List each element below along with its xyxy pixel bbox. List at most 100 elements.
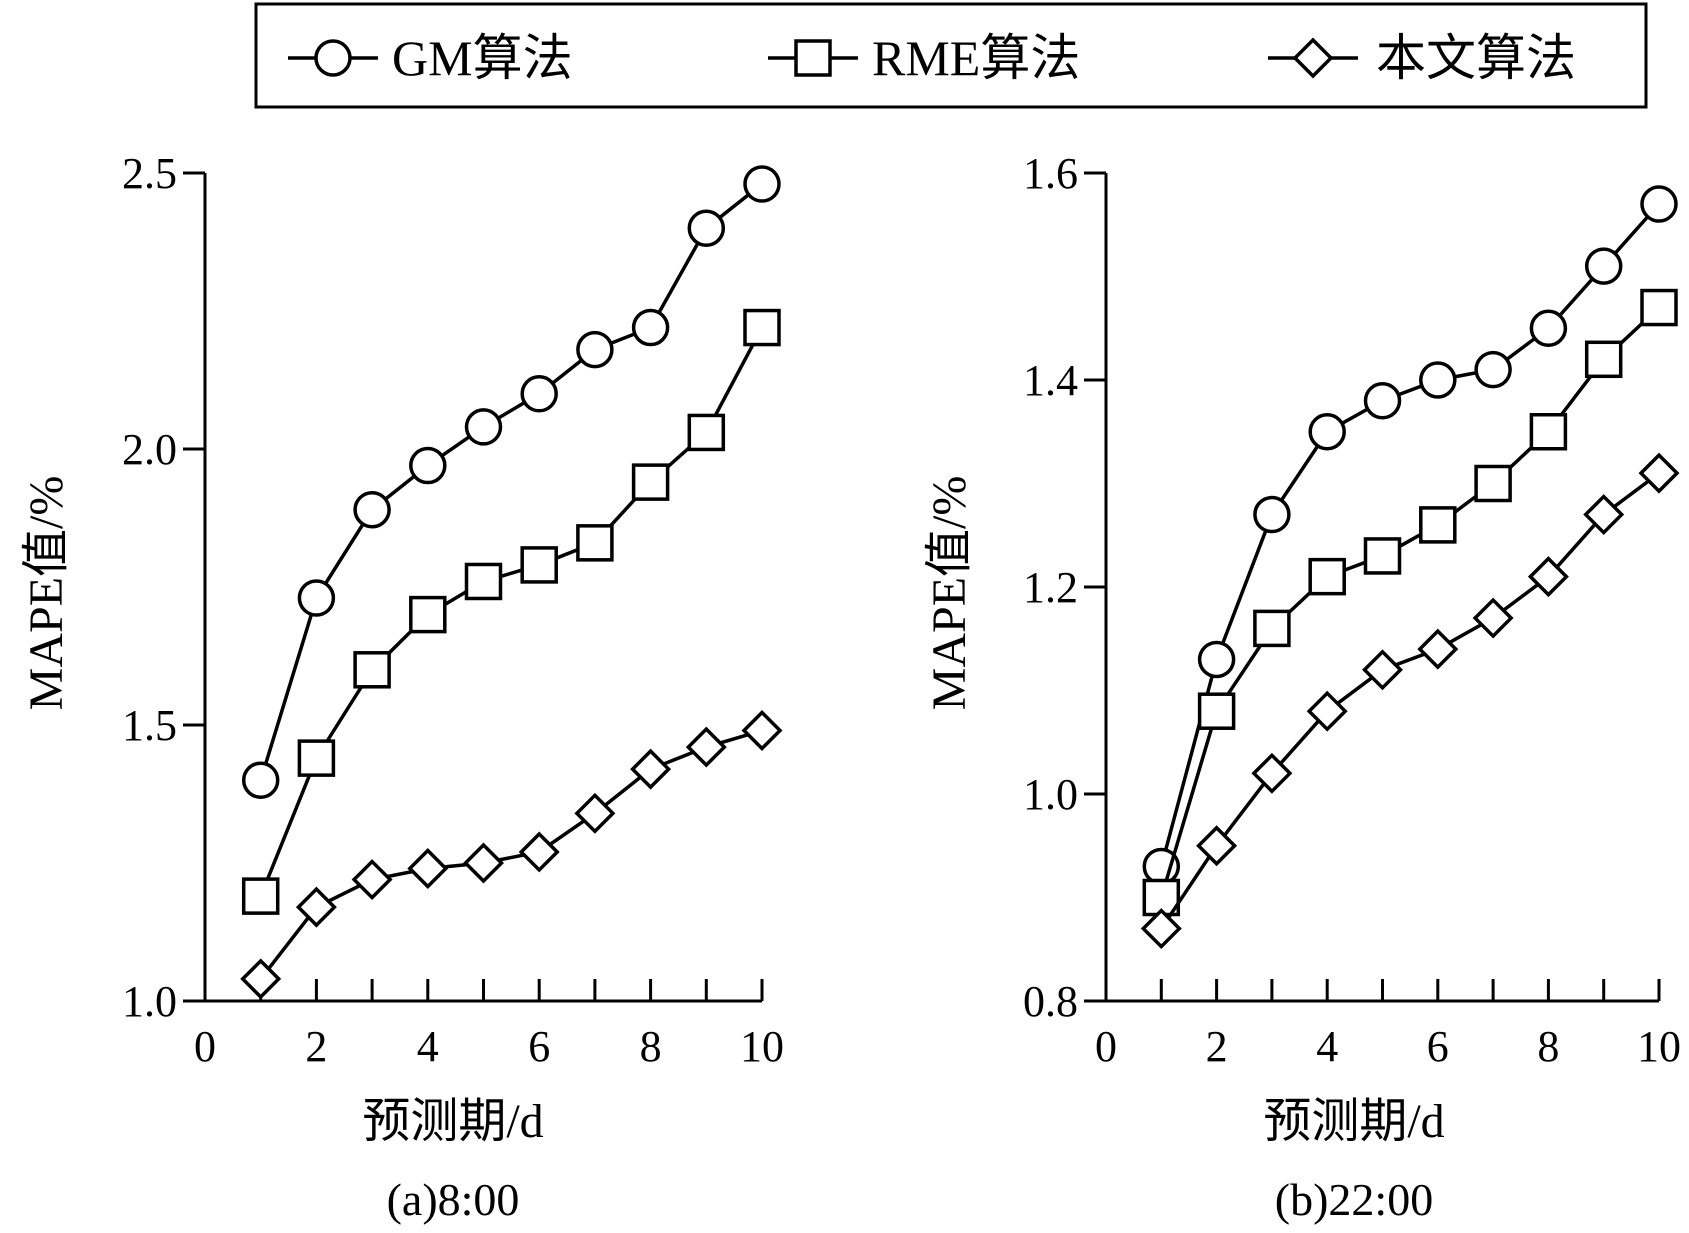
chart-b-data-point bbox=[1197, 640, 1236, 679]
chart-a-xlabel: 预测期/d bbox=[362, 1095, 543, 1148]
chart-a-data-point bbox=[576, 524, 614, 562]
chart-a-series-square bbox=[241, 308, 781, 915]
chart-b-data-point bbox=[1306, 690, 1348, 732]
chart-b-data-point bbox=[1474, 350, 1512, 389]
chart-a-series-circle bbox=[241, 165, 781, 799]
chart-a-y-tick-label: 1.0 bbox=[122, 977, 177, 1026]
chart-a-data-point bbox=[463, 842, 504, 884]
chart-b-data-point bbox=[1640, 288, 1678, 327]
chart-b-x-tick-label: 8 bbox=[1537, 1022, 1559, 1071]
chart-a-data-point bbox=[241, 761, 280, 799]
chart-b-data-point bbox=[1308, 413, 1346, 451]
chart-a-data-point bbox=[743, 308, 781, 347]
legend-frame bbox=[254, 2, 1648, 109]
chart-b-data-point bbox=[1584, 247, 1623, 285]
chart-b-x-tick-label: 4 bbox=[1316, 1022, 1338, 1071]
chart-b-data-point bbox=[1251, 752, 1293, 794]
chart-a-data-point bbox=[576, 330, 614, 369]
chart-a-x-tick-label: 4 bbox=[417, 1022, 439, 1071]
chart-a-data-point bbox=[574, 792, 616, 834]
chart-a-data-point bbox=[409, 595, 447, 634]
chart-b-data-point bbox=[1253, 609, 1291, 648]
chart-a-series-line bbox=[259, 326, 764, 897]
chart-b-data-point bbox=[1308, 557, 1346, 596]
chart-a-data-point bbox=[295, 886, 337, 928]
chart-b-data-point bbox=[1638, 452, 1680, 494]
chart-b-data-point bbox=[1417, 628, 1459, 670]
chart-b-series-square bbox=[1142, 288, 1678, 917]
chart-a-data-point bbox=[297, 739, 336, 777]
chart-a-data-point bbox=[518, 831, 560, 873]
chart-b-data-point bbox=[1363, 537, 1402, 575]
chart-a-x-tick-label: 8 bbox=[640, 1022, 662, 1071]
chart-b-caption: (b)22:00 bbox=[1275, 1174, 1433, 1225]
chart-a-data-point bbox=[409, 446, 447, 485]
chart-a-ylabel: MAPE值/% bbox=[20, 476, 73, 711]
chart-b-y-tick-label: 1.0 bbox=[1023, 770, 1078, 819]
chart-a-data-point bbox=[351, 859, 393, 901]
chart-a-data-point bbox=[464, 562, 503, 601]
chart-a-data-point bbox=[464, 408, 503, 446]
chart-b-data-point bbox=[1419, 361, 1457, 399]
chart-a-x-tick-label: 0 bbox=[194, 1022, 216, 1071]
chart-b-xlabel: 预测期/d bbox=[1263, 1095, 1444, 1148]
legend-label: GM算法 bbox=[392, 30, 573, 86]
chart-a-x-tick-label: 2 bbox=[305, 1022, 327, 1071]
legend-item: RME算法 bbox=[768, 30, 1080, 86]
chart-b-data-point bbox=[1363, 381, 1402, 420]
chart-b-y-tick-label: 1.4 bbox=[1023, 356, 1078, 405]
chart-a-series-diamond bbox=[240, 710, 783, 1000]
chart-a-data-point bbox=[631, 463, 670, 501]
chart-b-data-point bbox=[1584, 340, 1623, 379]
chart-a-data-point bbox=[520, 375, 558, 413]
legend-circle-icon bbox=[314, 39, 352, 77]
chart-a-data-point bbox=[240, 958, 282, 1000]
chart-b-data-point bbox=[1419, 506, 1457, 544]
chart-b-data-point bbox=[1140, 908, 1182, 950]
chart-a-data-point bbox=[241, 877, 280, 915]
chart-b-data-point bbox=[1253, 495, 1291, 534]
chart-b-ylabel: MAPE值/% bbox=[923, 476, 976, 711]
chart-b-data-point bbox=[1640, 185, 1678, 223]
chart-a-data-point bbox=[297, 579, 336, 617]
chart-b-series-diamond bbox=[1140, 452, 1680, 950]
chart-b-data-point bbox=[1527, 556, 1569, 598]
legend-item: GM算法 bbox=[288, 30, 573, 86]
chart-a-data-point bbox=[743, 165, 781, 203]
chart-a-data-point bbox=[353, 490, 391, 529]
legend-square-icon bbox=[794, 39, 832, 77]
chart-a-caption: (a)8:00 bbox=[387, 1174, 520, 1225]
chart-b-series-circle bbox=[1142, 185, 1678, 886]
chart-b-series-line bbox=[1159, 306, 1661, 898]
chart-b-data-point bbox=[1583, 494, 1625, 536]
chart-a-data-point bbox=[687, 209, 726, 247]
chart-b-data-point bbox=[1196, 825, 1238, 867]
chart-a-data-point bbox=[630, 748, 672, 790]
chart-a-data-point bbox=[741, 710, 783, 751]
chart-a-data-point bbox=[631, 308, 670, 347]
chart-a-y-tick-label: 1.5 bbox=[122, 701, 177, 750]
chart-b-data-point bbox=[1529, 413, 1568, 451]
chart-b-x-tick-label: 6 bbox=[1427, 1022, 1449, 1071]
chart-a-y-tick-label: 2.0 bbox=[122, 425, 177, 474]
chart-b-series-line bbox=[1159, 202, 1661, 867]
chart-b-data-point bbox=[1362, 649, 1403, 691]
chart-panel-b: MAPE值/% 预测期/d (b)22:00 0.8 1.0 1.2 1.4 1.6 0 2… bbox=[923, 149, 1681, 1225]
chart-b-x-tick-label: 10 bbox=[1637, 1022, 1681, 1071]
chart-a-x-tick-label: 6 bbox=[528, 1022, 550, 1071]
chart-a-series-line bbox=[259, 728, 763, 980]
chart-b-data-point bbox=[1472, 597, 1514, 639]
chart-b-data-point bbox=[1529, 309, 1568, 347]
chart-b-x-tick-label: 0 bbox=[1095, 1022, 1117, 1071]
chart-a-series-line bbox=[259, 182, 764, 781]
chart-a-data-point bbox=[520, 546, 558, 584]
chart-b-y-tick-label: 1.2 bbox=[1023, 563, 1078, 612]
chart-b-y-tick-label: 0.8 bbox=[1023, 977, 1078, 1026]
chart-b-data-point bbox=[1197, 692, 1236, 730]
chart-b-y-tick-label: 1.6 bbox=[1023, 149, 1078, 198]
chart-b-series-line bbox=[1159, 471, 1661, 930]
chart-b-x-tick-label: 2 bbox=[1206, 1022, 1228, 1071]
chart-a-data-point bbox=[353, 651, 391, 689]
legend-diamond-icon bbox=[1292, 37, 1334, 79]
